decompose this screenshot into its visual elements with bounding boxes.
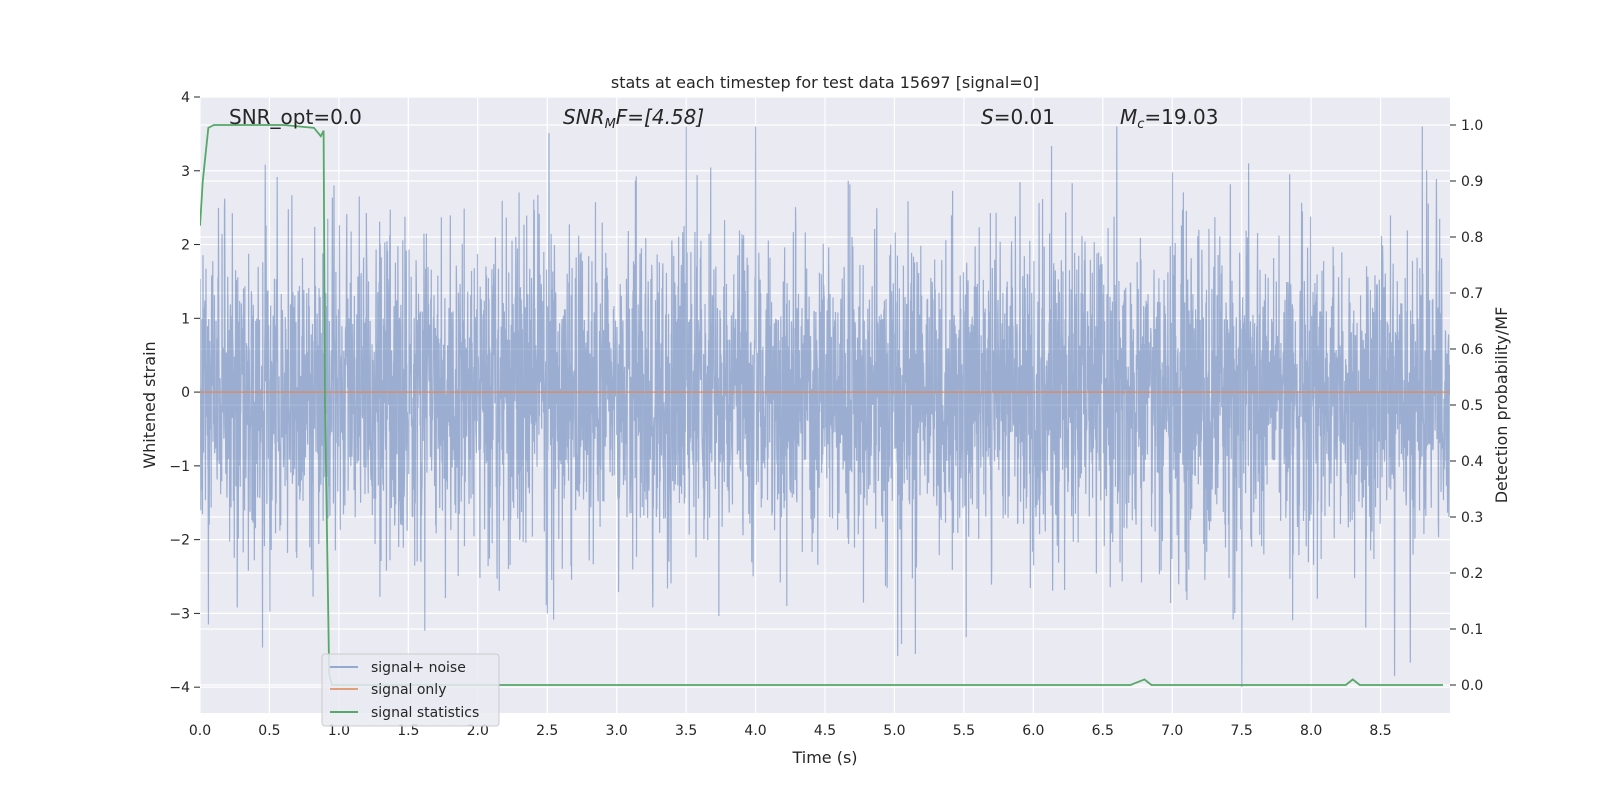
y-right-tick-label: 0.1 <box>1461 622 1483 638</box>
x-tick-label: 8.0 <box>1300 723 1322 739</box>
y-right-tick-label: 0.7 <box>1461 286 1483 302</box>
x-tick-label: 3.0 <box>606 723 628 739</box>
x-tick-label: 1.0 <box>328 723 350 739</box>
y-axis-right-label: Detection probability/MF <box>1492 307 1511 504</box>
legend-label-signal-statistics: signal statistics <box>371 705 479 721</box>
x-tick-label: 2.5 <box>536 723 558 739</box>
y-right-tick-label: 0.4 <box>1461 454 1483 470</box>
legend-box <box>321 653 500 727</box>
y-tick-label: −4 <box>169 680 190 696</box>
annotation-s: S=0.01 <box>981 105 1055 129</box>
y-axis-ticks: 4 3 2 1 0 −1 −2 −3 −4 <box>169 90 200 696</box>
y-right-tick-label: 0.6 <box>1461 342 1483 358</box>
annotation-mc: Mc=19.03 <box>1120 105 1218 132</box>
y-tick-label: −3 <box>169 606 190 622</box>
y-right-tick-label: 0.2 <box>1461 566 1483 582</box>
y-tick-label: 1 <box>181 311 190 327</box>
annotation-snr-opt: SNR_opt=0.0 <box>229 105 362 129</box>
annotation-mc-symbol: M <box>1120 105 1137 129</box>
annotation-snr-mf-sub: M <box>605 117 616 132</box>
annotations: SNR_opt=0.0 SNRMF=[4.58] S=0.01 Mc=19.03 <box>229 105 1218 132</box>
annotation-s-symbol: S <box>981 105 994 129</box>
chart-title: stats at each timestep for test data 156… <box>611 73 1039 92</box>
x-tick-label: 6.5 <box>1092 723 1114 739</box>
legend-label-signal-only: signal only <box>371 682 446 698</box>
y-right-tick-label: 0.5 <box>1461 398 1483 414</box>
x-tick-label: 6.0 <box>1022 723 1044 739</box>
y-axis-right-ticks: 1.0 0.9 0.8 0.7 0.6 0.5 0.4 0.3 0.2 0.1 0.0 <box>1450 118 1483 694</box>
y-tick-label: −1 <box>169 459 190 475</box>
signal-noise-line <box>200 126 1450 688</box>
y-axis-label: Whitened strain <box>140 341 159 468</box>
annotation-snr-mf: SNRMF=[4.58] <box>563 105 704 132</box>
legend: signal+ noise signal only signal statist… <box>321 653 500 727</box>
annotation-snr-mf-rest: F=[4.58] <box>616 105 704 129</box>
x-tick-label: 0.0 <box>189 723 211 739</box>
y-tick-label: 4 <box>181 90 190 106</box>
x-tick-label: 0.5 <box>258 723 280 739</box>
x-axis-label: Time (s) <box>791 748 857 767</box>
y-right-tick-label: 0.9 <box>1461 174 1483 190</box>
annotation-s-value: =0.01 <box>994 105 1055 129</box>
y-right-tick-label: 0.0 <box>1461 678 1483 694</box>
x-tick-label: 3.5 <box>675 723 697 739</box>
x-tick-label: 5.5 <box>953 723 975 739</box>
y-right-tick-label: 0.8 <box>1461 230 1483 246</box>
annotation-mc-value: =19.03 <box>1144 105 1218 129</box>
y-tick-label: 3 <box>181 164 190 180</box>
x-tick-label: 7.5 <box>1231 723 1253 739</box>
legend-label-signal-noise: signal+ noise <box>371 660 466 676</box>
y-right-tick-label: 0.3 <box>1461 510 1483 526</box>
x-tick-label: 4.0 <box>744 723 766 739</box>
annotation-snr-mf-base: SNR <box>563 105 605 129</box>
x-tick-label: 4.5 <box>814 723 836 739</box>
annotation-mc-sub: c <box>1137 117 1144 132</box>
x-tick-label: 8.5 <box>1369 723 1391 739</box>
y-tick-label: 0 <box>181 385 190 401</box>
x-tick-label: 7.0 <box>1161 723 1183 739</box>
y-tick-label: 2 <box>181 238 190 254</box>
x-tick-label: 2.0 <box>467 723 489 739</box>
y-right-tick-label: 1.0 <box>1461 118 1483 134</box>
x-tick-label: 1.5 <box>397 723 419 739</box>
y-tick-label: −2 <box>169 533 190 549</box>
x-axis-ticks: 0.0 0.5 1.0 1.5 2.0 2.5 3.0 3.5 4.0 4.5 5.0 5.5 6.0 6… <box>189 723 1392 739</box>
series-signal-noise <box>200 126 1450 688</box>
x-tick-label: 5.0 <box>883 723 905 739</box>
